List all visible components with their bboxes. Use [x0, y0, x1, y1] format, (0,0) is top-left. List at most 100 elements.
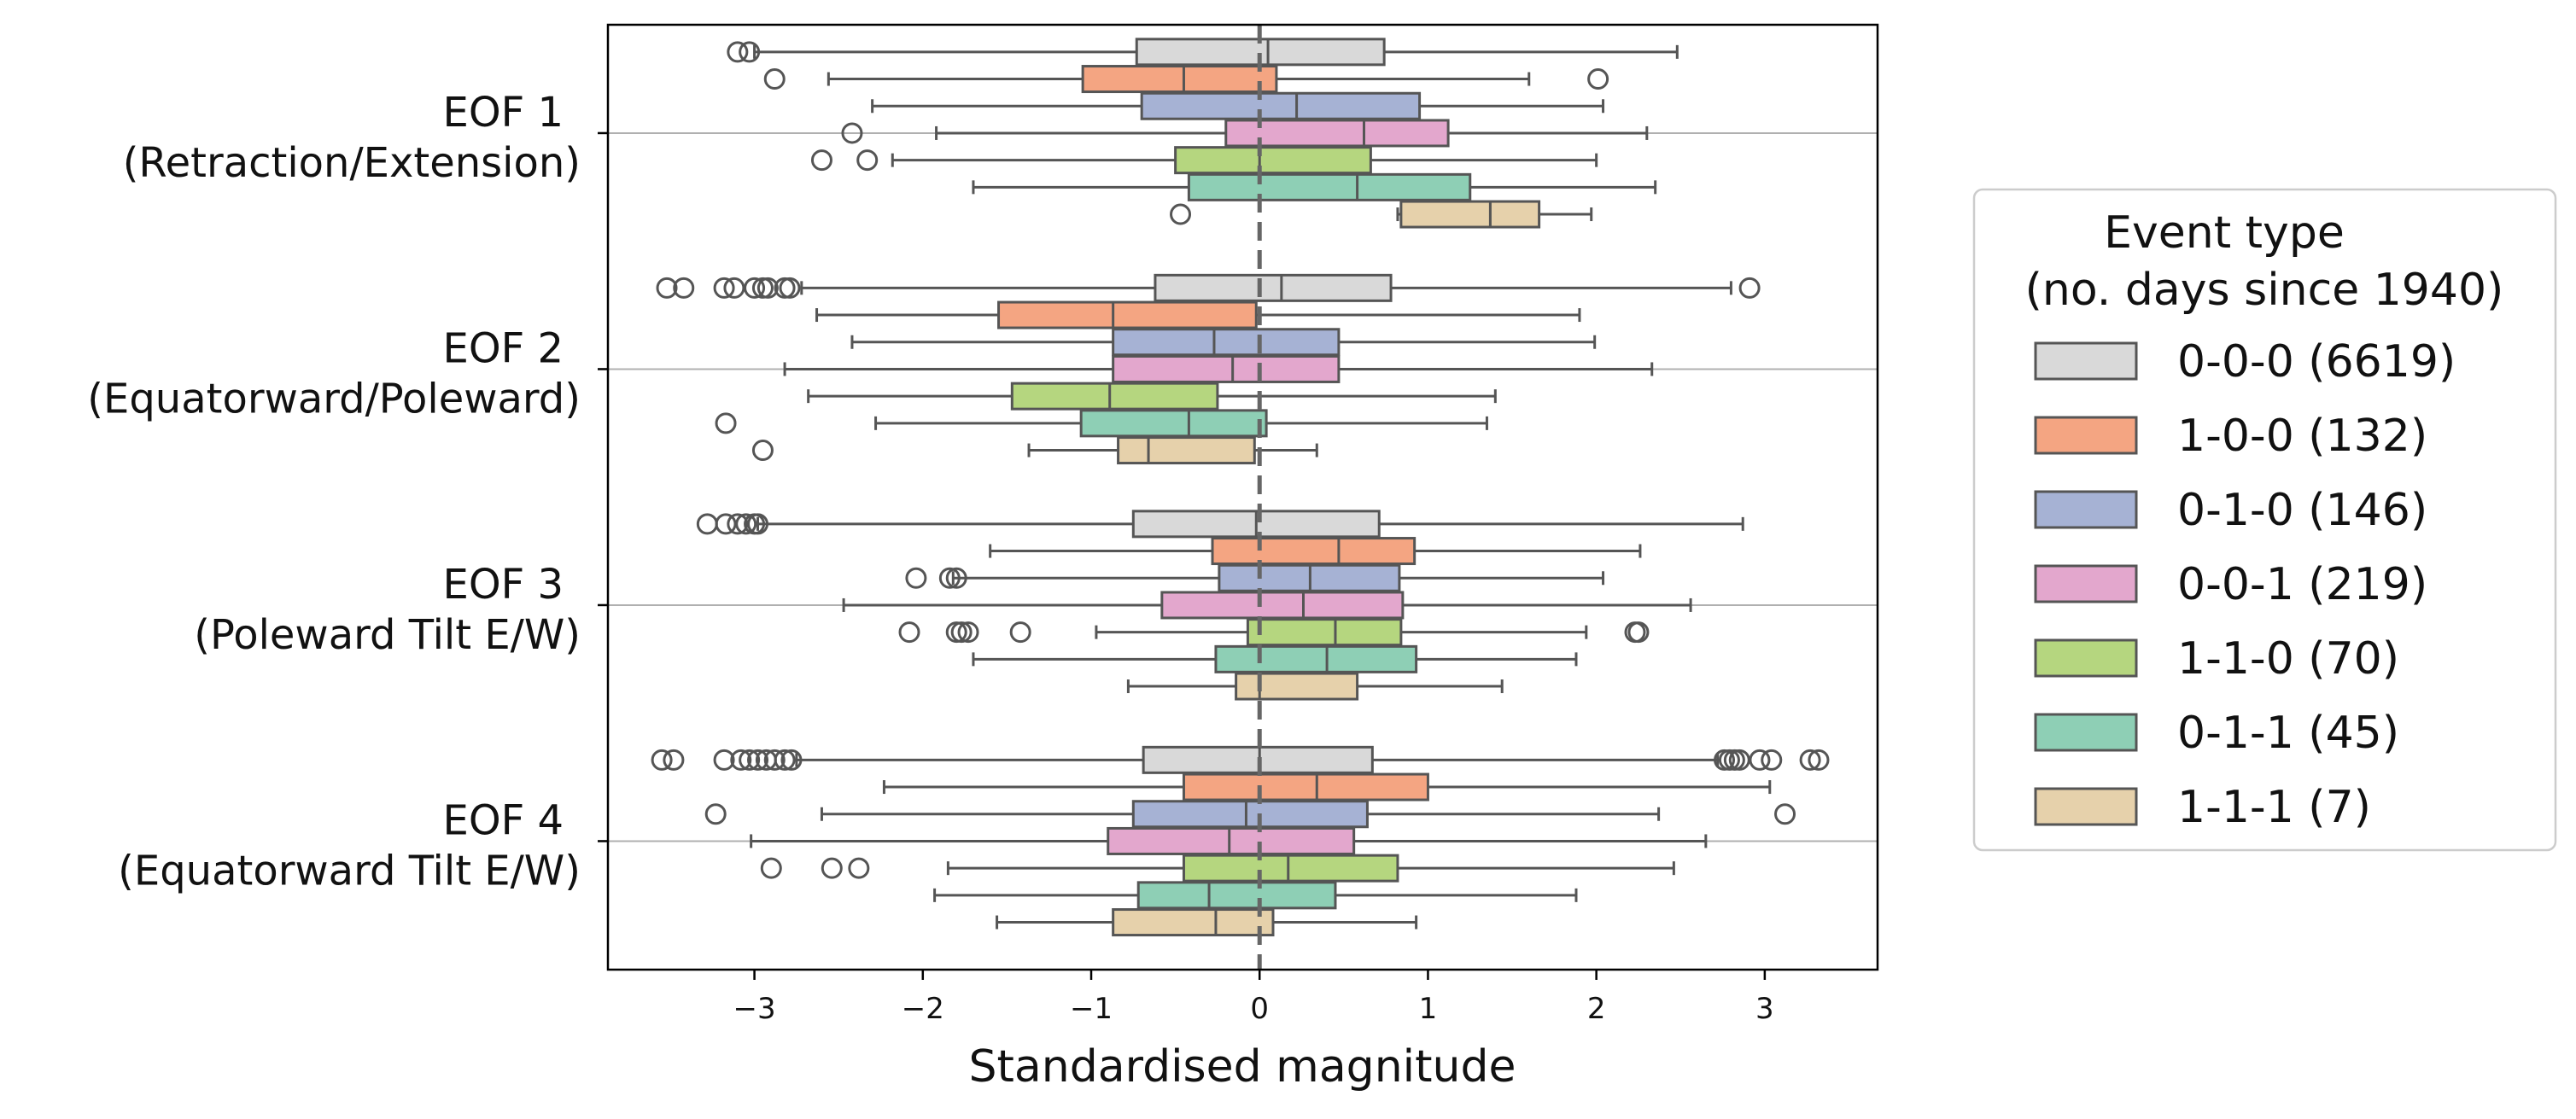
legend-label: 0-0-0 (6619)	[2177, 336, 2456, 388]
outlier-point	[751, 440, 774, 462]
box	[989, 537, 1642, 566]
x-tick-label: −1	[1070, 992, 1113, 1026]
outlier-point	[713, 749, 735, 771]
category-sublabel: (Retraction/Extension)	[123, 139, 581, 187]
x-tick-label: 3	[1755, 992, 1774, 1026]
outlier-point	[1749, 749, 1771, 771]
box-body	[1136, 881, 1337, 910]
category-sublabel: (Poleward Tilt E/W)	[194, 611, 581, 659]
box-body	[1174, 146, 1372, 175]
outlier-point	[810, 149, 832, 172]
box	[715, 409, 1488, 438]
outlier-point	[727, 41, 749, 63]
box-body	[1140, 91, 1422, 120]
legend-swatch	[2034, 490, 2138, 529]
outlier-point	[905, 567, 927, 589]
box-body	[1399, 200, 1541, 229]
outlier-point	[651, 749, 673, 771]
legend-item: 1-0-0 (132)	[2034, 411, 2427, 462]
box	[750, 826, 1708, 855]
outlier-point	[760, 857, 782, 879]
x-tick-label: 0	[1250, 992, 1269, 1026]
box	[807, 382, 1497, 411]
box	[972, 172, 1657, 201]
category-label: EOF 1	[442, 89, 564, 137]
outlier-point	[945, 567, 967, 589]
legend-label: 0-1-1 (45)	[2177, 708, 2399, 759]
outlier-point	[656, 277, 678, 299]
outlier-point	[715, 513, 737, 535]
legend-swatch	[2034, 638, 2138, 678]
box-body	[1117, 436, 1256, 465]
box	[850, 328, 1597, 357]
box	[1126, 672, 1504, 701]
legend-swatch	[2034, 341, 2138, 381]
outlier-point	[1808, 749, 1830, 771]
box	[1170, 200, 1593, 229]
box	[871, 91, 1605, 120]
outlier-point	[747, 513, 769, 535]
legend-title-line2: (no. days since 1940)	[2025, 265, 2504, 316]
legend-items: 0-0-0 (6619) 1-0-0 (132) 0-1-0 (146) 0-0-1 …	[2034, 336, 2456, 833]
grid-lines	[608, 131, 1878, 842]
legend-item: 1-1-1 (7)	[2034, 782, 2371, 833]
legend-label: 1-0-0 (132)	[2177, 411, 2427, 462]
x-tick-label: −2	[902, 992, 944, 1026]
box-body	[1224, 119, 1450, 148]
box-body	[1107, 826, 1356, 855]
outlier-point	[713, 277, 735, 299]
outlier-point	[744, 277, 766, 299]
box-series	[651, 38, 1830, 937]
outlier-point	[730, 749, 752, 771]
category-sublabel: (Equatorward Tilt E/W)	[118, 847, 581, 895]
legend: Event type (no. days since 1940) 0-0-0 (…	[1972, 188, 2557, 852]
legend-label: 0-1-0 (146)	[2177, 485, 2427, 536]
category-label: EOF 2	[442, 324, 564, 372]
x-axis-title: Standardised magnitude	[969, 1041, 1516, 1093]
legend-swatch	[2034, 713, 2138, 752]
box	[972, 644, 1578, 673]
box-body	[997, 300, 1258, 329]
x-tick-label: 1	[1419, 992, 1438, 1026]
outlier-point	[898, 621, 920, 644]
box	[898, 618, 1650, 647]
box	[704, 800, 1796, 829]
legend-item: 0-1-1 (45)	[2034, 708, 2399, 759]
box-body	[1182, 772, 1429, 801]
legend-label: 1-1-0 (70)	[2177, 633, 2399, 685]
box-body	[1112, 354, 1341, 383]
box	[810, 146, 1598, 175]
box	[933, 881, 1578, 910]
box	[696, 510, 1744, 539]
legend-label: 1-1-1 (7)	[2177, 782, 2371, 833]
plot-frame	[606, 23, 1879, 971]
outlier-point	[779, 277, 801, 299]
outlier-point	[1738, 277, 1761, 299]
legend-item: 0-0-0 (6619)	[2034, 336, 2456, 388]
x-tick-label: −3	[733, 992, 776, 1026]
outlier-point	[1799, 749, 1821, 771]
box-body	[1112, 328, 1341, 357]
outlier-point	[739, 749, 761, 771]
box-body	[1079, 409, 1268, 438]
outlier-point	[1009, 621, 1031, 644]
legend-item: 0-0-1 (219)	[2034, 559, 2427, 610]
box	[905, 563, 1605, 592]
outlier-point	[696, 513, 718, 535]
outlier-point	[848, 857, 870, 879]
outlier-point	[715, 412, 737, 434]
category-label: EOF 4	[442, 796, 564, 844]
legend-swatch	[2034, 787, 2138, 826]
x-tick-label: 2	[1587, 992, 1606, 1026]
box	[763, 65, 1609, 94]
outlier-point	[774, 749, 796, 771]
box	[656, 273, 1761, 302]
outlier-point	[735, 513, 757, 535]
outlier-point	[1170, 203, 1192, 225]
box-body	[1154, 273, 1393, 302]
outlier-point	[856, 149, 879, 172]
outlier-point	[1627, 621, 1650, 644]
x-axis-ticks: −3 −2 −1 0 1 2 3	[733, 970, 1774, 1026]
box	[783, 354, 1654, 383]
